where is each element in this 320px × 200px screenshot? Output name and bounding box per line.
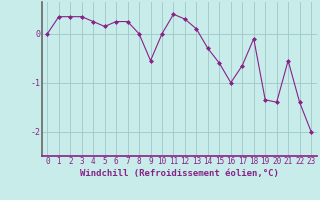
- X-axis label: Windchill (Refroidissement éolien,°C): Windchill (Refroidissement éolien,°C): [80, 169, 279, 178]
